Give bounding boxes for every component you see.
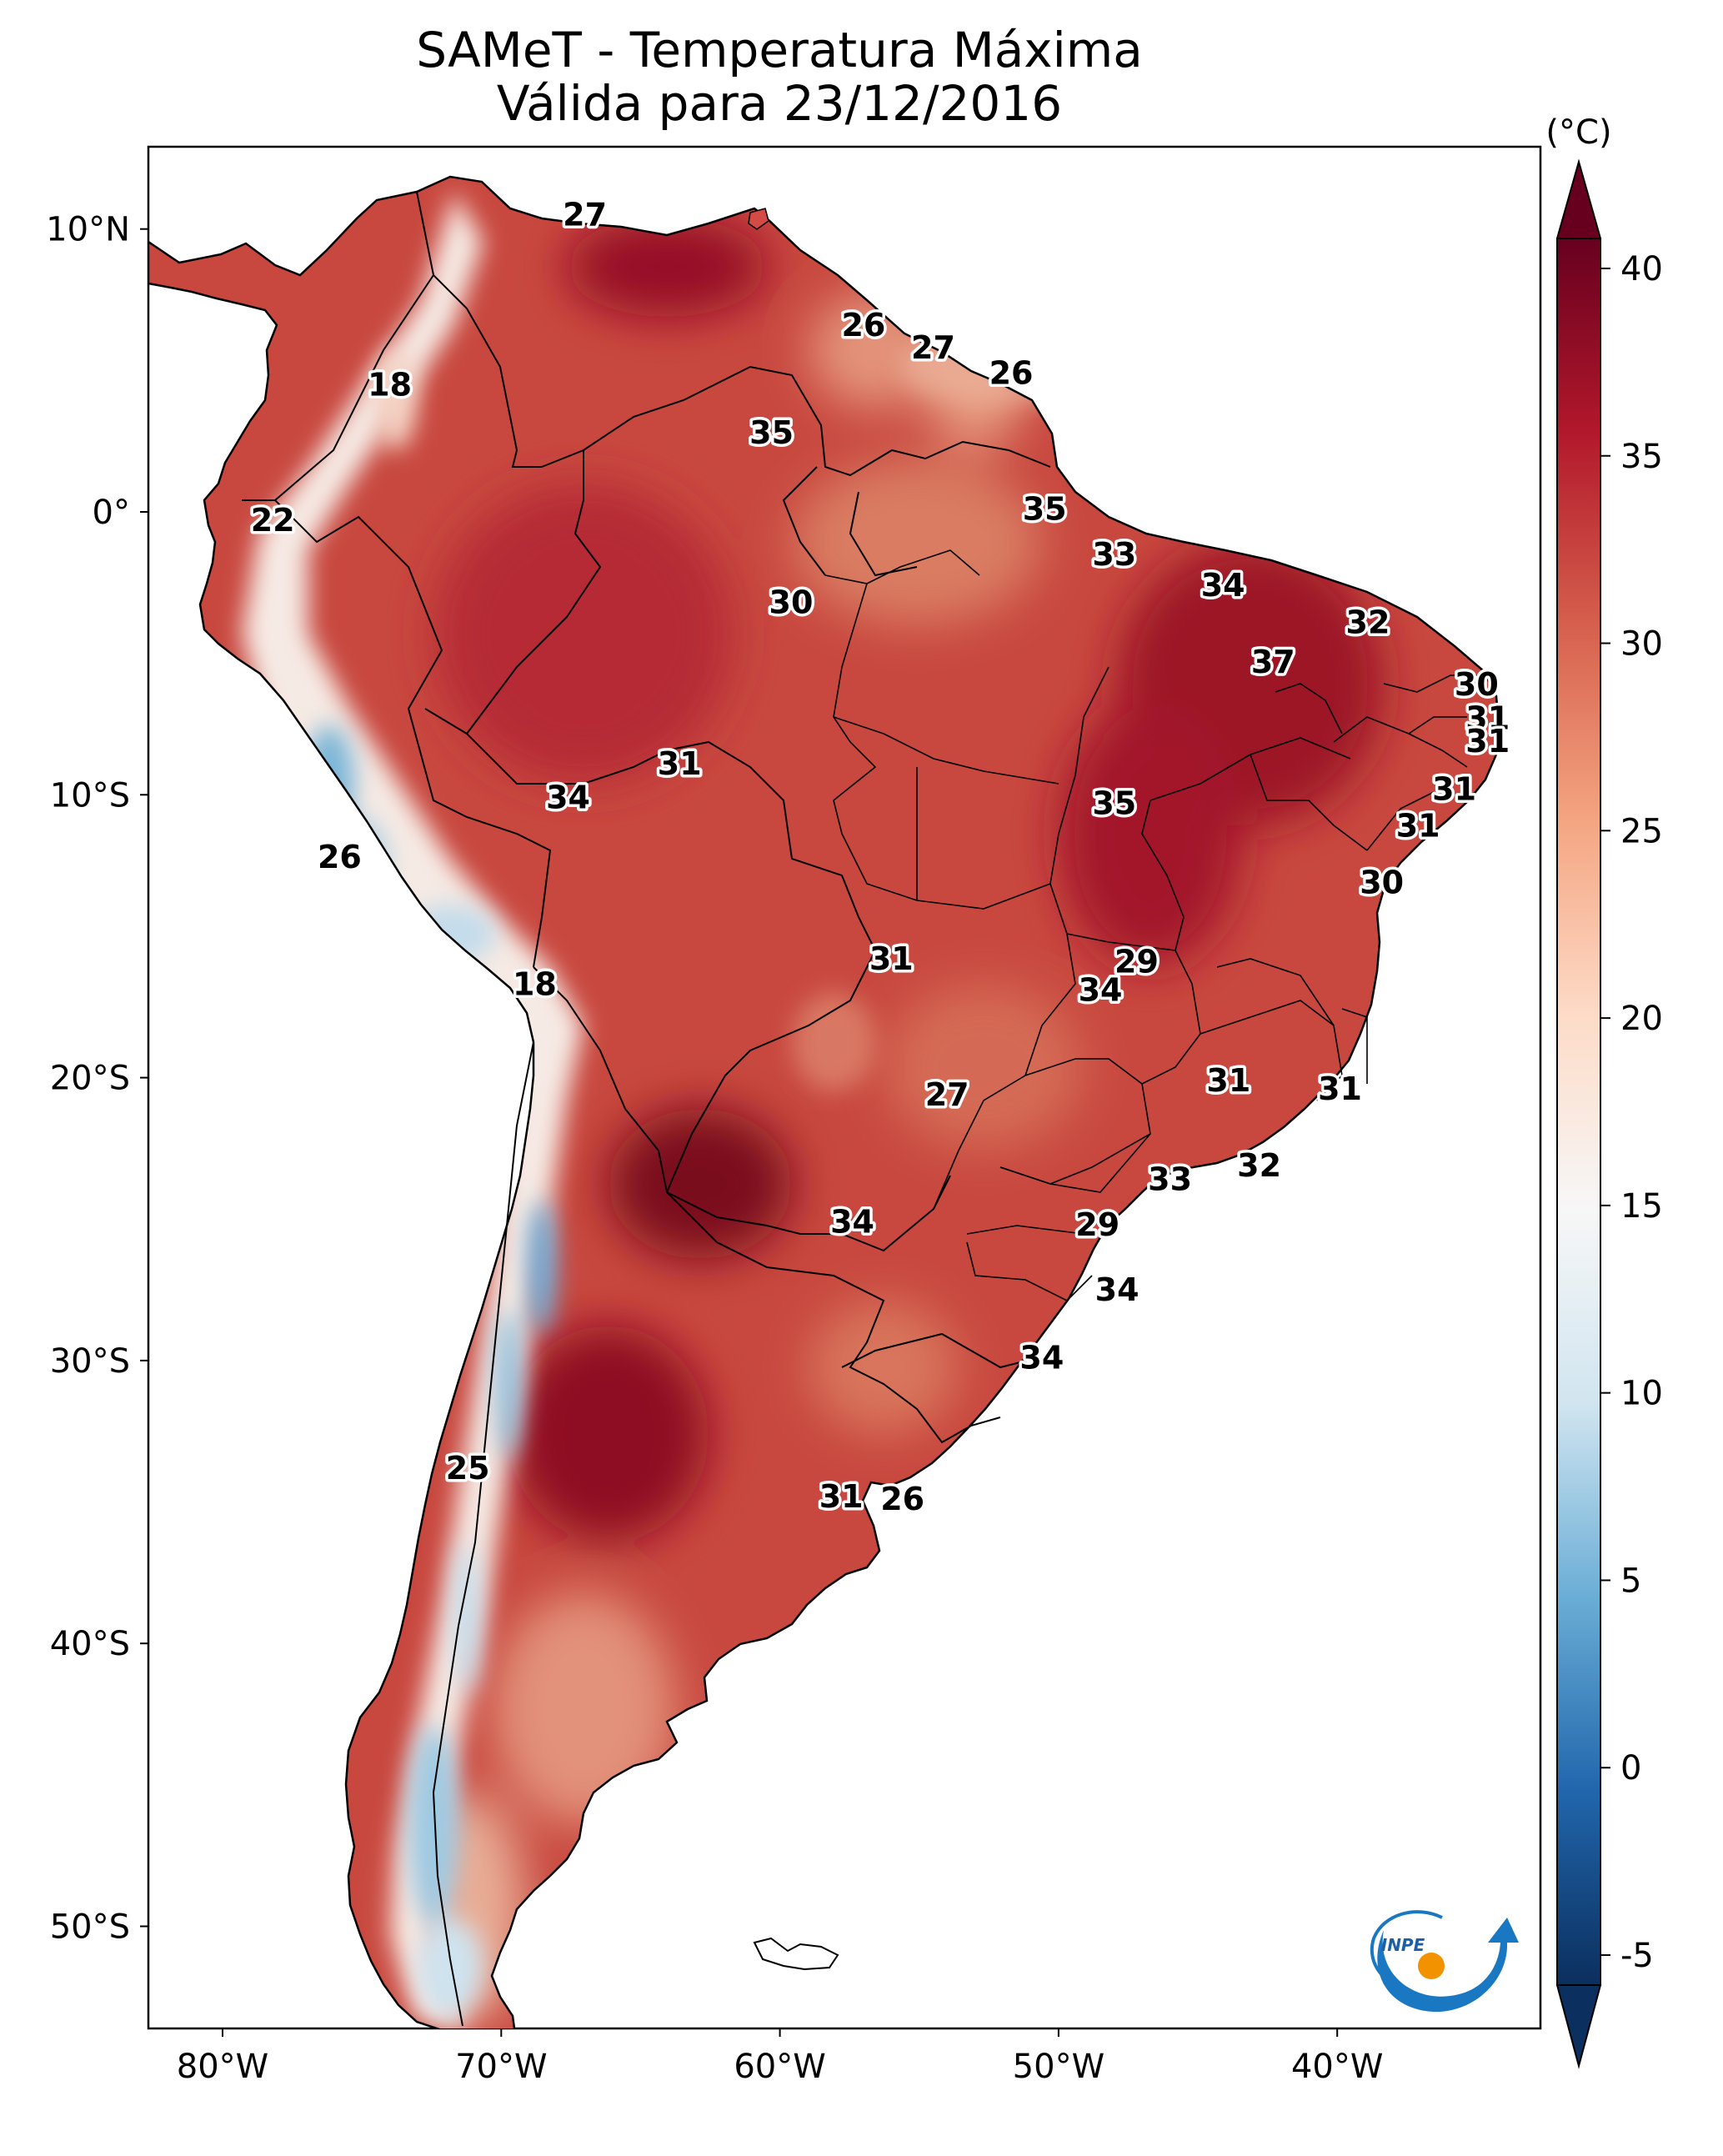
temperature-label: 18 (368, 366, 412, 403)
temperature-label: 27 (925, 1076, 969, 1113)
temperature-label: 22 (251, 502, 295, 539)
temperature-label: 35 (1023, 491, 1067, 528)
inpe-sun (1418, 1953, 1445, 1979)
temperature-label: 29 (1114, 943, 1159, 980)
lon-tick-label: 40°W (1291, 2048, 1383, 2086)
colorbar-tick-label: 35 (1620, 438, 1663, 476)
temperature-label: 31 (1432, 771, 1476, 808)
temperature-label: 31 (1465, 723, 1510, 760)
temperature-label: 26 (989, 355, 1034, 392)
temperature-label: 31 (1318, 1070, 1362, 1107)
temperature-label: 31 (819, 1478, 864, 1515)
colorbar-tick-label: 15 (1620, 1187, 1663, 1226)
temperature-label: 31 (658, 745, 702, 782)
colorbar-bottom-extension (1555, 1984, 1602, 2069)
lon-tick-label: 80°W (177, 2048, 268, 2086)
temperature-label: 34 (1079, 971, 1123, 1008)
colorbar-unit: (°C) (1545, 113, 1611, 152)
latitude-ticks: 10°N 0° 10°S 20°S 30°S 40°S 50°S (46, 211, 148, 1947)
colorbar-tick-label: 5 (1620, 1562, 1641, 1600)
temperature-label: 35 (749, 414, 794, 451)
temperature-label: 32 (1346, 604, 1390, 640)
temperature-label: 33 (1092, 536, 1136, 573)
colorbar-tick-label: 25 (1620, 812, 1663, 850)
temperature-label: 30 (1455, 666, 1499, 703)
lat-tick-label: 40°S (50, 1625, 130, 1663)
colorbar-tick-label: 10 (1620, 1375, 1663, 1413)
lon-tick-label: 70°W (455, 2048, 547, 2086)
temperature-label: 34 (1095, 1271, 1139, 1308)
temperature-label: 31 (1396, 808, 1440, 845)
colorbar-tick-label: 20 (1620, 1000, 1663, 1038)
colorbar-ticks: -5 0 5 10 15 20 25 30 35 40 (1600, 250, 1663, 1975)
temperature-label: 18 (513, 966, 557, 1003)
trinidad-island (748, 208, 769, 230)
temperature-label: 37 (1251, 644, 1295, 680)
lon-tick-label: 50°W (1013, 2048, 1104, 2086)
lat-tick-label: 10°S (50, 776, 130, 815)
colorbar-tick-label: -5 (1620, 1937, 1654, 1975)
temperature-label: 27 (911, 329, 955, 366)
colorbar-top-extension (1555, 158, 1602, 239)
temperature-label: 29 (1075, 1206, 1119, 1243)
country-borders (242, 191, 1051, 2027)
colorbar: (°C) -5 0 5 10 15 20 25 30 35 40 (1545, 113, 1663, 2069)
temperature-label: 35 (1092, 785, 1136, 821)
map-subtitle: Válida para 23/12/2016 (496, 75, 1063, 132)
lat-tick-label: 20°S (50, 1060, 130, 1098)
temperature-label: 30 (1360, 864, 1404, 900)
lat-tick-label: 10°N (46, 211, 130, 249)
temperature-label: 26 (880, 1481, 924, 1517)
temperature-label: 34 (830, 1204, 874, 1241)
temperature-label: 30 (769, 584, 814, 621)
colorbar-gradient (1556, 238, 1601, 1986)
temperature-label: 31 (1206, 1062, 1250, 1099)
inpe-logo-text: INPE (1381, 1935, 1425, 1955)
lat-tick-label: 30°S (50, 1342, 130, 1381)
lon-tick-label: 60°W (734, 2048, 825, 2086)
temperature-label: 33 (1148, 1161, 1192, 1198)
falklands-islands (753, 1937, 839, 1971)
temperature-label: 32 (1237, 1147, 1281, 1184)
colorbar-tick-label: 30 (1620, 625, 1663, 664)
inpe-logo: INPE (1370, 1910, 1519, 2013)
lat-tick-label: 50°S (50, 1908, 130, 1947)
temperature-label: 26 (318, 839, 362, 875)
state-borders (824, 549, 1492, 1301)
colorbar-tick-label: 0 (1620, 1749, 1641, 1787)
temperature-label: 31 (1465, 700, 1510, 737)
inpe-circle (1370, 1910, 1443, 1988)
temperature-label: 25 (446, 1450, 490, 1487)
temperature-label: 31 (869, 940, 914, 977)
map-title: SAMeT - Temperatura Máxima (416, 22, 1143, 78)
inpe-swoosh (1377, 1918, 1519, 2013)
temperature-label: 27 (563, 197, 607, 233)
temperature-label: 34 (1019, 1340, 1064, 1376)
temperature-label: 34 (1201, 567, 1245, 604)
lat-tick-label: 0° (93, 494, 130, 532)
longitude-ticks: 80°W 70°W 60°W 50°W 40°W (177, 2028, 1383, 2086)
temperature-label: 26 (841, 307, 885, 343)
temperature-label: 34 (546, 780, 590, 816)
colorbar-tick-label: 40 (1620, 250, 1663, 288)
